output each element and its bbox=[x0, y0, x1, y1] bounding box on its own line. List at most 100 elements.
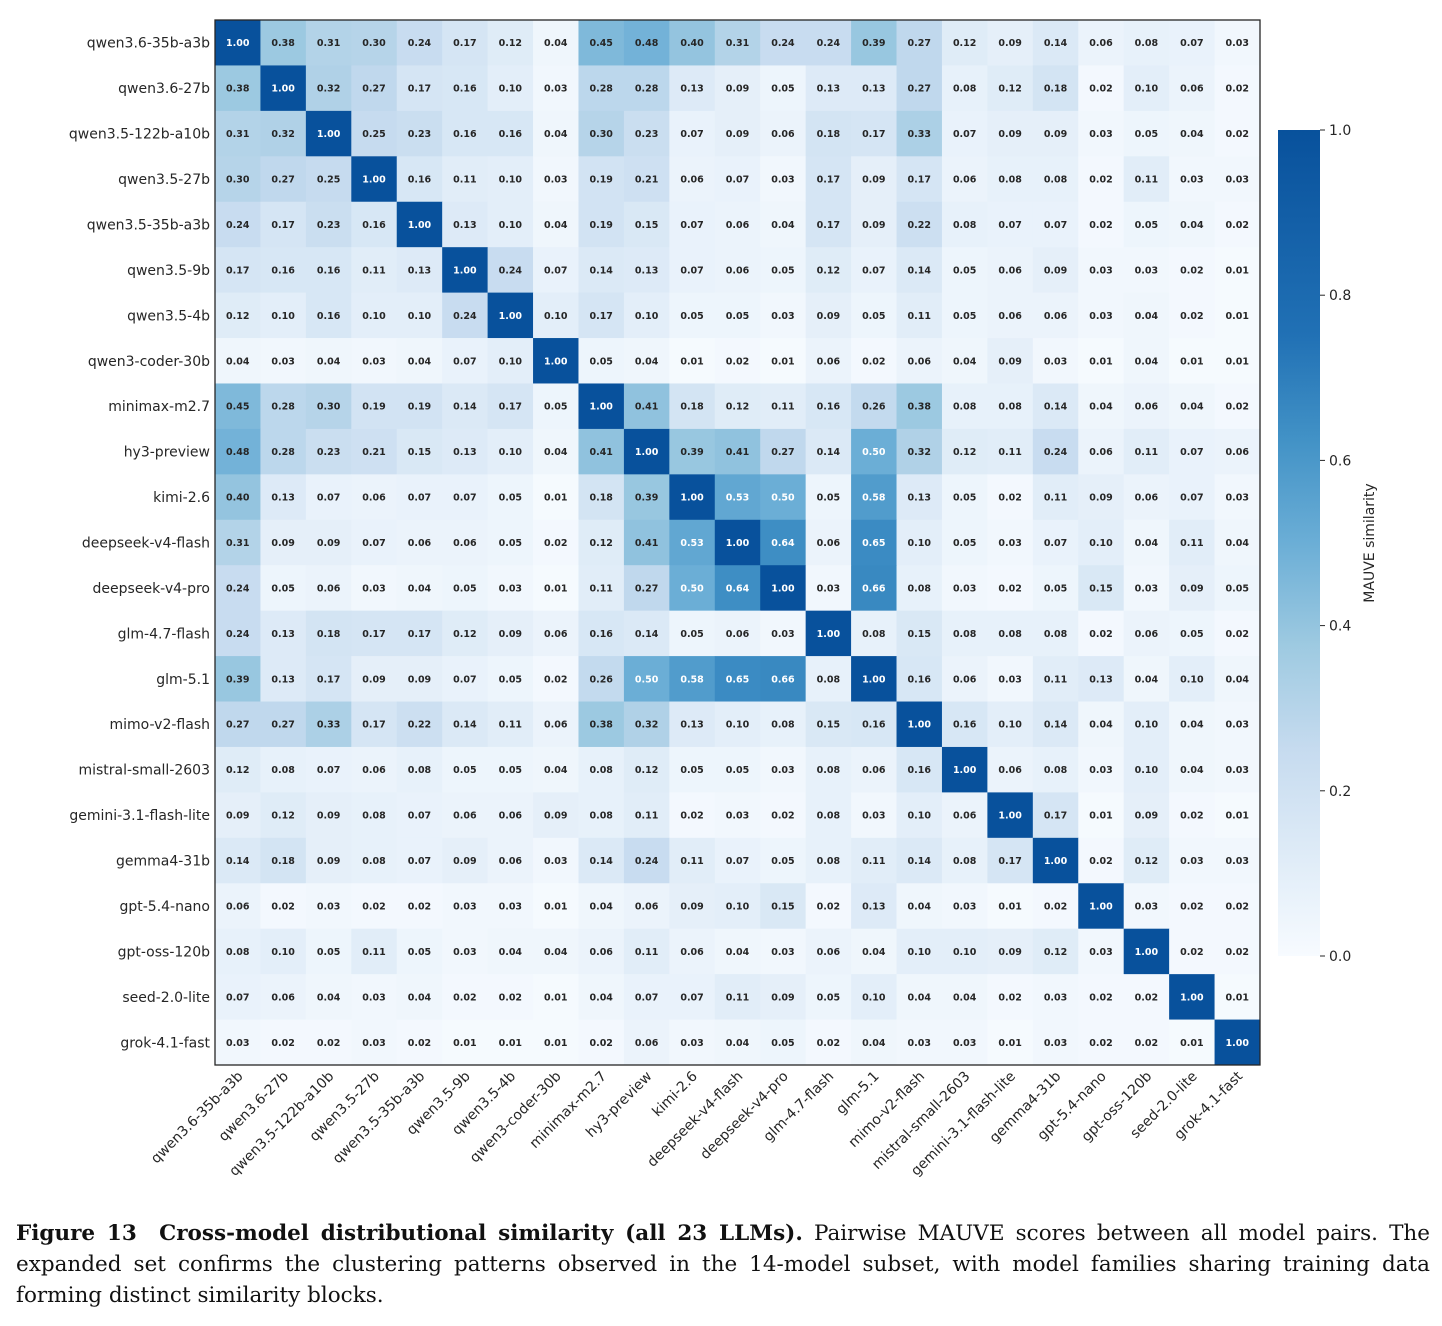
cell-value-label: 0.03 bbox=[362, 583, 385, 594]
cell-value-label: 0.07 bbox=[317, 765, 340, 776]
heatmap-cell bbox=[1123, 928, 1170, 975]
cell-value-label: 0.07 bbox=[453, 493, 476, 504]
cell-value-label: 0.33 bbox=[317, 720, 340, 731]
cell-value-label: 0.05 bbox=[453, 583, 476, 594]
cell-value-label: 0.06 bbox=[226, 901, 250, 912]
heatmap-cell bbox=[1078, 656, 1125, 702]
heatmap-cell bbox=[669, 20, 716, 66]
cell-value-label: 0.10 bbox=[1135, 84, 1159, 95]
heatmap-cell bbox=[1169, 837, 1215, 884]
heatmap-cell bbox=[260, 338, 307, 384]
heatmap-cell bbox=[851, 474, 897, 521]
heatmap-cell bbox=[1032, 746, 1079, 793]
cell-value-label: 0.06 bbox=[953, 674, 977, 685]
heatmap-cell bbox=[351, 610, 398, 657]
heatmap-cell bbox=[533, 383, 579, 430]
heatmap-cell bbox=[396, 565, 443, 612]
cell-value-label: 0.09 bbox=[998, 356, 1021, 367]
heatmap-cell bbox=[669, 519, 716, 566]
cell-value-label: 0.06 bbox=[726, 265, 750, 276]
heatmap-cell bbox=[578, 656, 625, 702]
heatmap-cell bbox=[533, 338, 579, 384]
heatmap-cell bbox=[487, 519, 534, 566]
heatmap-cell bbox=[305, 247, 352, 294]
heatmap-cell bbox=[260, 156, 307, 203]
heatmap-cell bbox=[760, 474, 807, 521]
cell-value-label: 0.06 bbox=[544, 720, 568, 731]
cell-value-label: 0.05 bbox=[1044, 583, 1067, 594]
cell-value-label: 0.27 bbox=[226, 720, 249, 731]
cell-value-label: 1.00 bbox=[1135, 947, 1159, 958]
heatmap-cell bbox=[896, 701, 943, 748]
heatmap-cell bbox=[941, 883, 988, 930]
heatmap-cell bbox=[578, 201, 625, 248]
heatmap-cell bbox=[533, 247, 579, 294]
cell-value-label: 0.18 bbox=[589, 493, 613, 504]
heatmap-cell bbox=[941, 792, 988, 839]
heatmap-cell bbox=[1169, 928, 1215, 975]
heatmap-cell bbox=[260, 883, 307, 930]
cell-value-label: 0.07 bbox=[680, 265, 703, 276]
cell-value-label: 0.31 bbox=[726, 38, 749, 49]
heatmap-cell bbox=[1169, 428, 1215, 475]
heatmap-cell bbox=[987, 519, 1034, 566]
cell-value-label: 0.01 bbox=[1180, 1038, 1203, 1049]
heatmap-cell bbox=[351, 110, 398, 157]
heatmap-cell bbox=[1123, 837, 1170, 884]
heatmap-cell bbox=[760, 428, 807, 475]
figure-caption: Figure 13 Cross-model distributional sim… bbox=[16, 1218, 1430, 1311]
cell-value-label: 0.01 bbox=[771, 356, 794, 367]
plot-frame bbox=[214, 19, 1261, 1066]
cell-value-label: 0.58 bbox=[680, 674, 704, 685]
cell-value-label: 0.02 bbox=[1226, 947, 1249, 958]
cell-value-label: 0.04 bbox=[1135, 311, 1159, 322]
cell-value-label: 0.16 bbox=[453, 129, 477, 140]
heatmap-cell bbox=[396, 1019, 443, 1066]
cell-value-label: 0.04 bbox=[1226, 538, 1250, 549]
cell-value-label: 0.03 bbox=[1180, 175, 1203, 186]
heatmap-cell bbox=[1078, 292, 1125, 339]
cell-value-label: 0.13 bbox=[453, 220, 476, 231]
heatmap-cell bbox=[487, 474, 534, 521]
cell-value-label: 0.02 bbox=[817, 901, 840, 912]
heatmap-cell bbox=[305, 837, 352, 884]
cell-value-label: 0.03 bbox=[362, 1038, 385, 1049]
cell-value-label: 0.04 bbox=[1180, 402, 1204, 413]
heatmap-cell bbox=[1214, 565, 1261, 612]
heatmap-cell bbox=[1169, 292, 1215, 339]
cell-value-label: 0.05 bbox=[771, 1038, 794, 1049]
cell-value-label: 0.13 bbox=[635, 265, 658, 276]
heatmap-cell bbox=[1123, 110, 1170, 157]
heatmap-cell bbox=[578, 20, 625, 66]
heatmap-cell bbox=[351, 883, 398, 930]
cell-value-label: 0.39 bbox=[680, 447, 703, 458]
heatmap-cell bbox=[215, 428, 261, 475]
cell-value-label: 0.02 bbox=[1089, 1038, 1112, 1049]
heatmap-cell bbox=[396, 110, 443, 157]
cell-value-label: 0.38 bbox=[589, 720, 613, 731]
cell-value-label: 0.16 bbox=[908, 674, 932, 685]
cell-value-label: 0.09 bbox=[726, 84, 749, 95]
heatmap-cell bbox=[1032, 383, 1079, 430]
cell-value-label: 0.10 bbox=[908, 538, 932, 549]
cell-value-label: 0.02 bbox=[1180, 265, 1203, 276]
cell-value-label: 0.04 bbox=[317, 992, 341, 1003]
cell-value-label: 0.06 bbox=[408, 538, 432, 549]
cell-value-label: 0.05 bbox=[817, 493, 840, 504]
cell-value-label: 0.11 bbox=[1180, 538, 1203, 549]
cell-value-label: 0.04 bbox=[1135, 538, 1159, 549]
cell-value-label: 0.11 bbox=[1044, 493, 1067, 504]
heatmap-cell bbox=[805, 610, 852, 657]
heatmap-cell bbox=[442, 792, 489, 839]
cell-value-label: 0.02 bbox=[998, 583, 1021, 594]
cell-value-label: 0.15 bbox=[771, 901, 794, 912]
cell-value-label: 0.06 bbox=[1180, 84, 1204, 95]
cell-value-label: 0.22 bbox=[908, 220, 931, 231]
cell-value-label: 0.23 bbox=[408, 129, 431, 140]
cell-value-label: 0.09 bbox=[1089, 493, 1112, 504]
cell-value-label: 0.64 bbox=[771, 538, 795, 549]
cell-value-label: 0.06 bbox=[1226, 447, 1250, 458]
cell-value-label: 0.16 bbox=[908, 765, 932, 776]
heatmap-chart: 1.00 0.38 0.31 0.30 0.24 0.17 0.12 0.04 0.45 0.48… bbox=[69, 19, 1378, 1180]
heatmap-cell bbox=[941, 565, 988, 612]
